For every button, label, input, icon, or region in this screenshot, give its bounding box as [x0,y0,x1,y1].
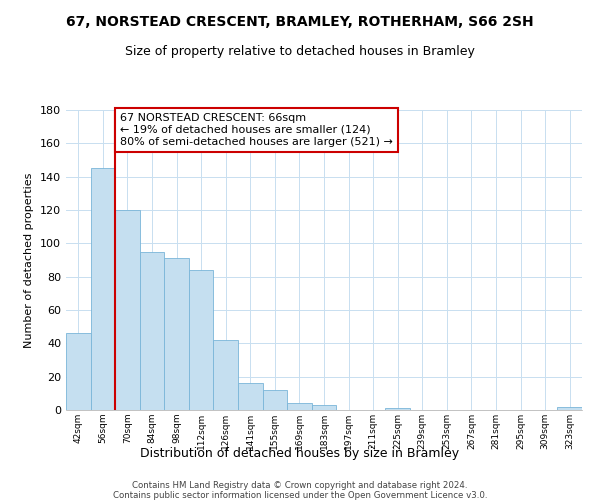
Text: Contains public sector information licensed under the Open Government Licence v3: Contains public sector information licen… [113,491,487,500]
Text: Size of property relative to detached houses in Bramley: Size of property relative to detached ho… [125,45,475,58]
Bar [164,258,189,410]
Bar [263,390,287,410]
Text: Distribution of detached houses by size in Bramley: Distribution of detached houses by size … [140,448,460,460]
Bar [287,404,312,410]
Y-axis label: Number of detached properties: Number of detached properties [25,172,34,348]
Bar [140,252,164,410]
Text: Contains HM Land Registry data © Crown copyright and database right 2024.: Contains HM Land Registry data © Crown c… [132,481,468,490]
Bar [91,168,115,410]
Bar [312,405,336,410]
Text: 67, NORSTEAD CRESCENT, BRAMLEY, ROTHERHAM, S66 2SH: 67, NORSTEAD CRESCENT, BRAMLEY, ROTHERHA… [66,15,534,29]
Bar [189,270,214,410]
Bar [214,340,238,410]
Bar [115,210,140,410]
Bar [66,334,91,410]
Text: 67 NORSTEAD CRESCENT: 66sqm
← 19% of detached houses are smaller (124)
80% of se: 67 NORSTEAD CRESCENT: 66sqm ← 19% of det… [120,114,393,146]
Bar [238,384,263,410]
Bar [557,406,582,410]
Bar [385,408,410,410]
